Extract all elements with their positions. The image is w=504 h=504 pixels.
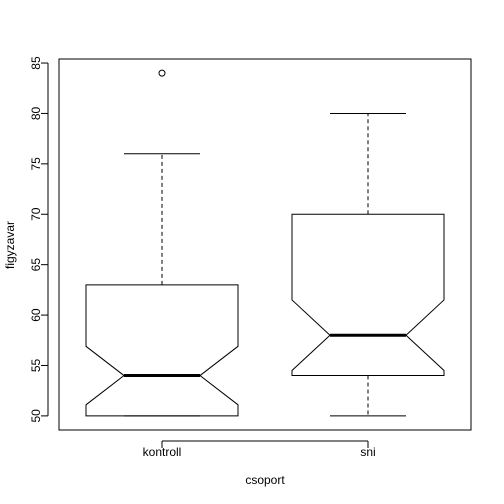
x-tick-label: kontroll	[143, 445, 182, 459]
plot-frame	[58, 58, 472, 431]
x-axis-label: csoport	[245, 473, 285, 487]
box-sni	[291, 112, 445, 417]
y-tick-label: 60	[29, 308, 43, 322]
x-tick-label: sni	[360, 445, 375, 459]
y-tick-label: 55	[29, 358, 43, 372]
y-axis-label: figyzavar	[3, 221, 17, 269]
box-kontroll	[85, 69, 239, 417]
y-tick-label: 50	[29, 409, 43, 423]
boxes	[85, 69, 445, 417]
y-tick-label: 75	[29, 157, 43, 171]
y-tick-label: 70	[29, 207, 43, 221]
y-tick-label: 65	[29, 258, 43, 272]
outlier-point	[158, 69, 166, 77]
box-body	[291, 213, 445, 377]
y-axis: 50 55 60 65 70 75 80 85	[29, 56, 49, 423]
x-axis: kontroll sni	[143, 440, 376, 459]
y-tick-label: 85	[29, 56, 43, 70]
y-tick-label: 80	[29, 106, 43, 120]
box-body	[85, 284, 239, 417]
